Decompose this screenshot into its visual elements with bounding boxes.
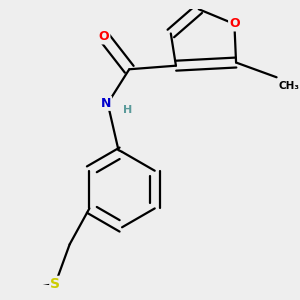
Text: O: O: [99, 31, 110, 44]
Text: H: H: [123, 105, 132, 115]
Text: S: S: [50, 277, 60, 291]
Text: CH₃: CH₃: [279, 81, 300, 91]
Text: N: N: [101, 97, 111, 110]
Text: O: O: [229, 17, 240, 31]
